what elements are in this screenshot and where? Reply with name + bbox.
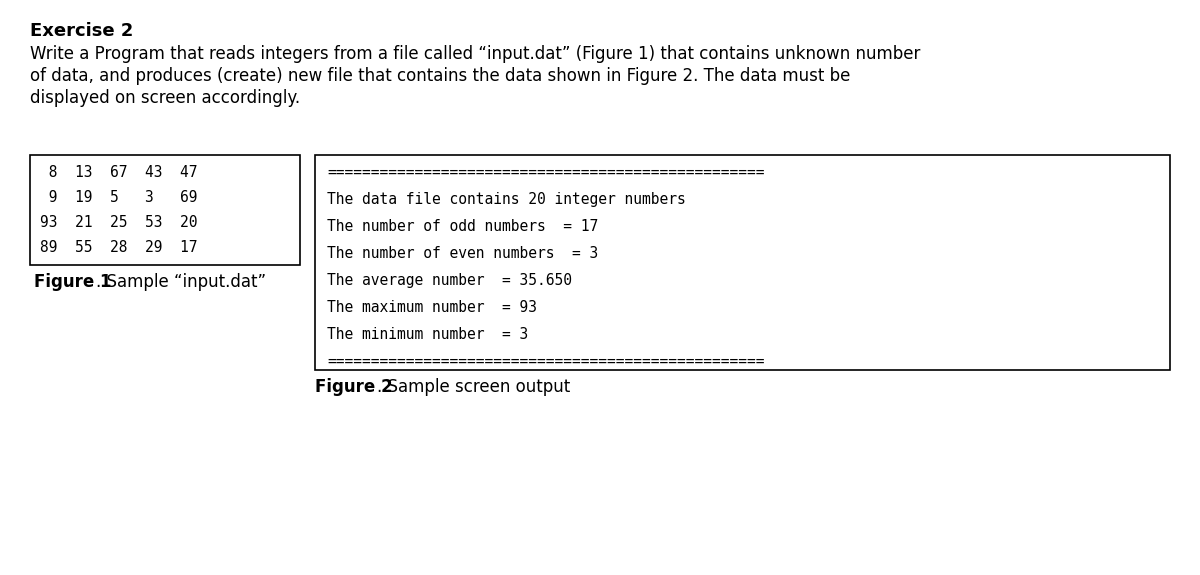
Text: Figure 1: Figure 1 bbox=[34, 273, 112, 291]
Text: 93  21  25  53  20: 93 21 25 53 20 bbox=[40, 215, 198, 230]
Text: The minimum number  = 3: The minimum number = 3 bbox=[326, 327, 528, 342]
Text: 9  19  5   3   69: 9 19 5 3 69 bbox=[40, 190, 198, 205]
Text: . Sample screen output: . Sample screen output bbox=[377, 378, 570, 396]
Text: ==================================================: ========================================… bbox=[326, 165, 764, 180]
Text: Figure 2: Figure 2 bbox=[314, 378, 392, 396]
Text: The data file contains 20 integer numbers: The data file contains 20 integer number… bbox=[326, 192, 685, 207]
Text: The number of even numbers  = 3: The number of even numbers = 3 bbox=[326, 246, 599, 261]
Bar bbox=[30, 155, 300, 265]
Bar bbox=[314, 155, 1170, 370]
Text: 89  55  28  29  17: 89 55 28 29 17 bbox=[40, 240, 198, 255]
Text: The number of odd numbers  = 17: The number of odd numbers = 17 bbox=[326, 219, 599, 234]
Text: of data, and produces (create) new file that contains the data shown in Figure 2: of data, and produces (create) new file … bbox=[30, 67, 851, 85]
Text: . Sample “input.dat”: . Sample “input.dat” bbox=[96, 273, 266, 291]
Text: ==================================================: ========================================… bbox=[326, 354, 764, 369]
Text: The maximum number  = 93: The maximum number = 93 bbox=[326, 300, 538, 315]
Text: The average number  = 35.650: The average number = 35.650 bbox=[326, 273, 572, 288]
Text: Exercise 2: Exercise 2 bbox=[30, 22, 133, 40]
Text: Write a Program that reads integers from a file called “input.dat” (Figure 1) th: Write a Program that reads integers from… bbox=[30, 45, 920, 63]
Text: 8  13  67  43  47: 8 13 67 43 47 bbox=[40, 165, 198, 180]
Text: displayed on screen accordingly.: displayed on screen accordingly. bbox=[30, 89, 300, 107]
